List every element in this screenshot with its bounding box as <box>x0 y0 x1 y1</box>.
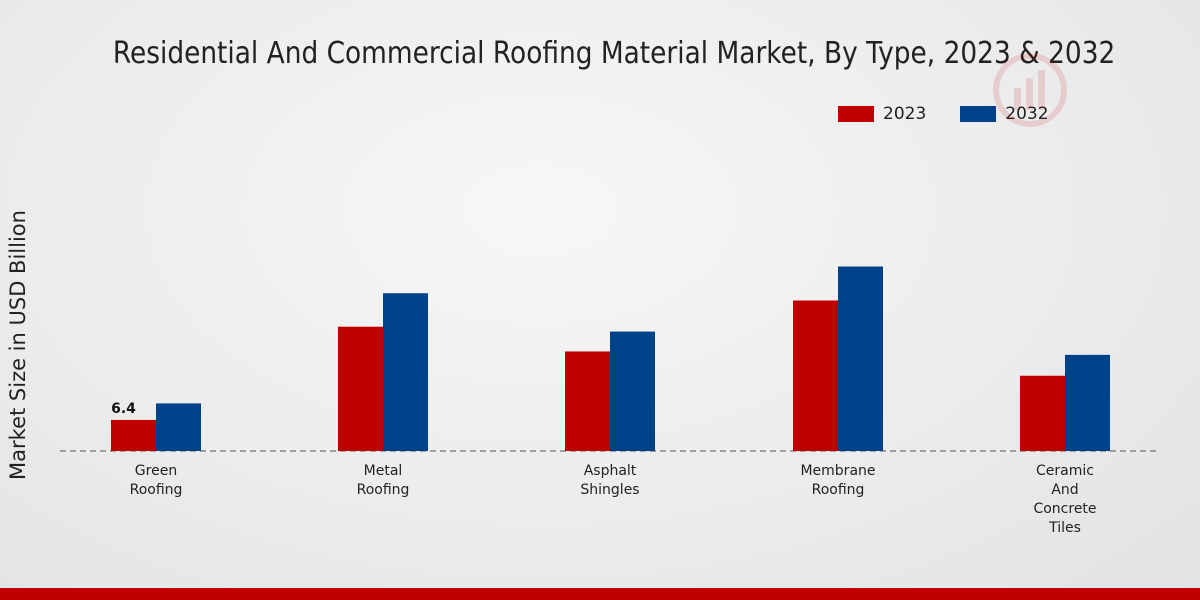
legend-label-2032: 2032 <box>1005 104 1049 124</box>
bar-2023-ceramic-and-concrete-tiles <box>1020 375 1065 451</box>
legend: 2023 2032 <box>838 104 1083 124</box>
x-tick-label-4: Ceramic And Concrete Tiles <box>1033 463 1096 536</box>
bar-2032-membrane-roofing <box>838 266 883 451</box>
legend-item-2023: 2023 <box>838 104 926 124</box>
legend-swatch-2023 <box>838 106 874 122</box>
data-label-2023-0: 6.4 <box>111 401 136 417</box>
bar-2023-asphalt-shingles <box>565 351 610 451</box>
x-tick-label-0: Green Roofing <box>130 463 183 498</box>
legend-label-2023: 2023 <box>883 104 927 124</box>
bar-2023-membrane-roofing <box>793 300 838 451</box>
chart-title: Residential And Commercial Roofing Mater… <box>112 36 1116 71</box>
bottom-accent-bar <box>0 588 1200 600</box>
watermark-logo-icon <box>993 53 1067 127</box>
bar-2023-metal-roofing <box>338 326 383 451</box>
x-tick-label-2: Asphalt Shingles <box>580 463 639 498</box>
bar-2032-ceramic-and-concrete-tiles <box>1065 354 1110 451</box>
x-tick-label-1: Metal Roofing <box>357 463 410 498</box>
bar-2032-asphalt-shingles <box>610 331 655 451</box>
bar-2032-metal-roofing <box>383 293 428 451</box>
legend-swatch-2032 <box>960 106 997 122</box>
legend-item-2032: 2032 <box>960 104 1049 124</box>
x-tick-label-3: Membrane Roofing <box>800 463 875 498</box>
bar-2023-green-roofing <box>111 419 156 451</box>
bar-2032-green-roofing <box>156 403 201 451</box>
